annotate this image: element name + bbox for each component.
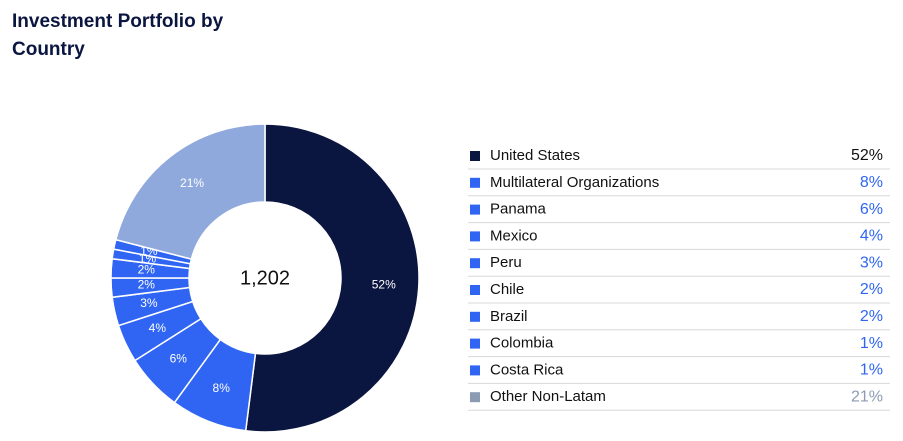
slice-label: 52% — [372, 278, 396, 292]
legend-value: 1% — [860, 362, 883, 379]
slice-label: 8% — [213, 381, 231, 395]
legend-label: Mexico — [490, 227, 538, 244]
legend-value: 3% — [860, 254, 883, 271]
legend-label: Other Non-Latam — [490, 388, 606, 405]
slice-label: 6% — [170, 352, 188, 366]
legend-swatch — [470, 258, 480, 269]
legend-swatch — [470, 311, 480, 322]
legend-swatch — [470, 338, 480, 349]
legend-value: 2% — [860, 308, 883, 325]
slice — [244, 123, 420, 433]
legend-label: Panama — [490, 201, 547, 218]
legend-value: 52% — [851, 147, 883, 164]
center-label: 1,202 — [240, 267, 290, 289]
legend-value: 2% — [860, 281, 883, 298]
legend-value: 4% — [860, 228, 883, 245]
legend-label: United States — [490, 147, 580, 164]
legend-label: Peru — [490, 254, 522, 271]
slice-label: 2% — [138, 278, 156, 292]
slice-label: 3% — [140, 296, 158, 310]
legend-value: 21% — [851, 388, 883, 405]
slice-label: 21% — [180, 176, 204, 190]
legend-swatch — [470, 177, 480, 188]
legend-value: 8% — [860, 174, 883, 191]
legend-label: Costa Rica — [490, 361, 564, 378]
legend-value: 1% — [860, 335, 883, 352]
legend-label: Chile — [490, 281, 524, 298]
slice-label: 2% — [138, 263, 156, 277]
slice — [114, 123, 266, 261]
chart-title: Investment Portfolio by Country — [12, 11, 224, 60]
legend-swatch — [470, 231, 480, 242]
legend-label: Brazil — [490, 308, 528, 325]
legend-swatch — [470, 204, 480, 215]
legend-swatch — [470, 392, 480, 403]
legend-swatch — [470, 365, 480, 376]
legend-label: Multilateral Organizations — [490, 174, 659, 191]
legend-label: Colombia — [490, 335, 554, 352]
legend-value: 6% — [860, 201, 883, 218]
slice-label: 4% — [149, 321, 167, 335]
legend-swatch — [470, 285, 480, 295]
legend-swatch — [470, 151, 480, 161]
